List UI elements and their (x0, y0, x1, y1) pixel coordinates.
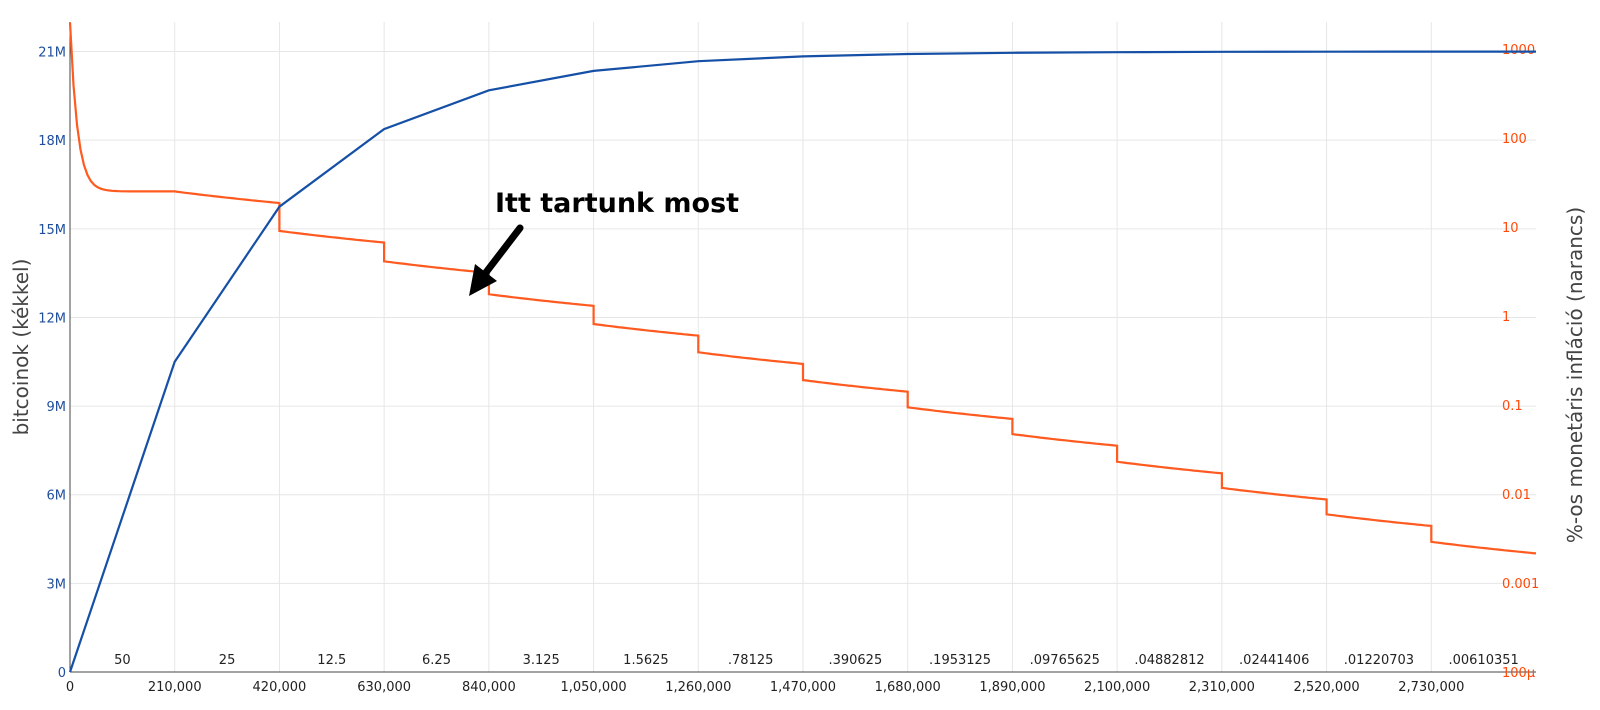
block-reward-label: .09765625 (1030, 653, 1100, 668)
right-y-tick-label: 100µ (1502, 666, 1535, 681)
block-reward-labels: 50 25 12.5 6.25 3.125 1.5625 .78125 .390625 .195… (114, 653, 1519, 668)
right-y-ticks: 100µ 0.001 0.01 0.1 1 10 100 1000 (1502, 43, 1539, 681)
annotation-arrow (469, 224, 524, 296)
x-tick-label: 840,000 (462, 680, 516, 695)
x-tick-label: 1,890,000 (979, 680, 1045, 695)
block-reward-label: 3.125 (523, 653, 560, 668)
block-reward-label: .01220703 (1344, 653, 1414, 668)
left-y-tick-label: 21M (38, 46, 66, 61)
grid-lines (70, 22, 1536, 672)
x-tick-label: 0 (66, 680, 74, 695)
left-y-tick-label: 12M (38, 311, 66, 326)
left-y-tick-label: 9M (47, 400, 67, 415)
x-tick-label: 210,000 (148, 680, 202, 695)
x-ticks: 0 210,000 420,000 630,000 840,000 1,050,000 1,… (66, 680, 1465, 695)
block-reward-label: .1953125 (929, 653, 991, 668)
left-y-tick-label: 0 (58, 666, 66, 681)
right-y-tick-label: 1 (1502, 310, 1510, 325)
x-tick-label: 1,260,000 (665, 680, 731, 695)
inflation-series-line (68, 22, 1537, 555)
x-tick-label: 420,000 (253, 680, 307, 695)
left-y-tick-label: 15M (38, 223, 66, 238)
x-tick-label: 1,470,000 (770, 680, 836, 695)
block-reward-label: .78125 (728, 653, 774, 668)
block-reward-label: .390625 (828, 653, 882, 668)
block-reward-label: 12.5 (317, 653, 346, 668)
block-reward-label: .04882812 (1134, 653, 1204, 668)
right-y-tick-label: 10 (1502, 221, 1519, 236)
block-reward-label: 1.5625 (623, 653, 669, 668)
x-tick-label: 2,520,000 (1293, 680, 1359, 695)
right-axis-title: %-os monetáris infláció (narancs) (1563, 207, 1587, 543)
x-tick-label: 630,000 (357, 680, 411, 695)
x-tick-label: 1,050,000 (560, 680, 626, 695)
left-axis-title: bitcoinok (kékkel) (9, 259, 33, 436)
right-y-tick-label: 0.001 (1502, 577, 1539, 592)
block-reward-label: 25 (219, 653, 236, 668)
block-reward-label: .02441406 (1239, 653, 1309, 668)
x-tick-label: 1,680,000 (875, 680, 941, 695)
annotation-text: Itt tartunk most (495, 188, 739, 219)
left-y-tick-label: 3M (47, 577, 67, 592)
right-y-tick-label: 0.01 (1502, 488, 1531, 503)
x-tick-label: 2,310,000 (1189, 680, 1255, 695)
left-y-tick-label: 6M (47, 489, 67, 504)
x-tick-label: 2,100,000 (1084, 680, 1150, 695)
right-y-tick-label: 100 (1502, 132, 1527, 147)
right-y-tick-label: 1000 (1502, 43, 1535, 58)
x-tick-label: 2,730,000 (1398, 680, 1464, 695)
left-y-ticks: 0 3M 6M 9M 12M 15M 18M 21M (38, 46, 66, 681)
block-reward-label: 50 (114, 653, 131, 668)
right-y-tick-label: 0.1 (1502, 399, 1523, 414)
block-reward-label: 6.25 (422, 653, 451, 668)
block-reward-label: .00610351 (1448, 653, 1518, 668)
left-y-tick-label: 18M (38, 134, 66, 149)
series-group (68, 22, 1537, 673)
bitcoin-supply-series-line (68, 50, 1536, 673)
